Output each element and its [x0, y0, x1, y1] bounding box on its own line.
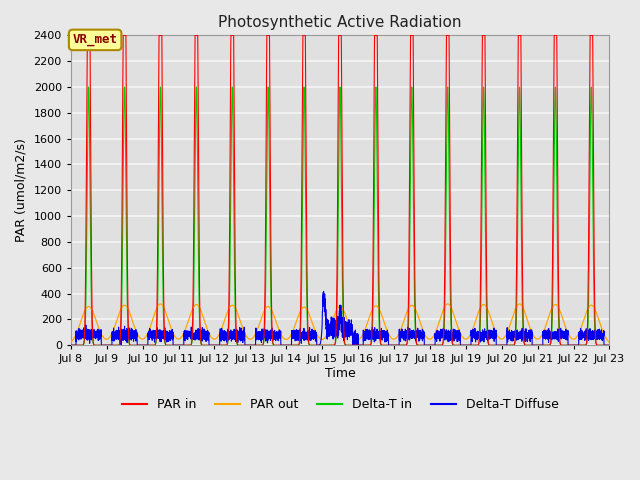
X-axis label: Time: Time — [324, 367, 355, 380]
Title: Photosynthetic Active Radiation: Photosynthetic Active Radiation — [218, 15, 462, 30]
Y-axis label: PAR (umol/m2/s): PAR (umol/m2/s) — [15, 138, 28, 242]
Legend: PAR in, PAR out, Delta-T in, Delta-T Diffuse: PAR in, PAR out, Delta-T in, Delta-T Dif… — [116, 394, 564, 417]
Text: VR_met: VR_met — [72, 34, 118, 47]
